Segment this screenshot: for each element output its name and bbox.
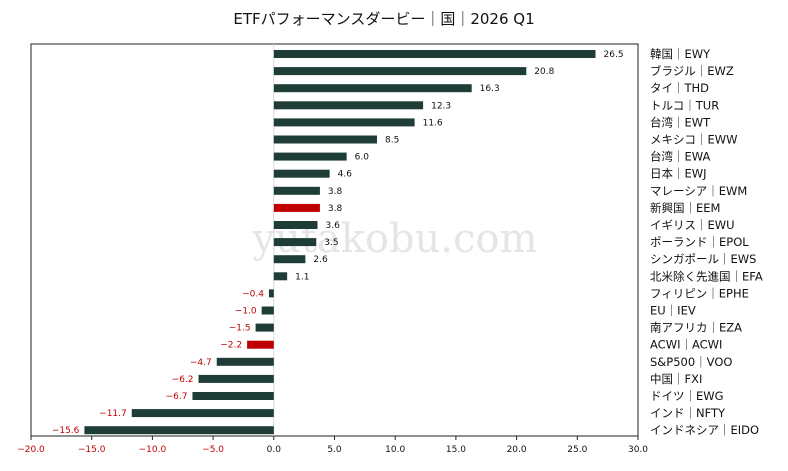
x-tick-label: −20.0: [17, 445, 45, 455]
category-label: シンガポール｜EWS: [650, 252, 756, 266]
category-label: インドネシア｜EIDO: [650, 423, 759, 437]
bar: [273, 272, 288, 281]
bar: [273, 186, 320, 195]
x-tick-label: 10.0: [385, 445, 405, 455]
category-label: フィリピン｜EPHE: [650, 286, 749, 300]
data-label: 16.3: [480, 84, 500, 94]
bar: [247, 340, 274, 349]
bar: [273, 169, 330, 178]
bar: [261, 306, 274, 315]
bar: [192, 392, 274, 400]
bar: [273, 238, 317, 247]
bar: [216, 357, 274, 366]
category-label: 北米除く先進国｜EFA: [650, 269, 763, 283]
category-label: イギリス｜EWU: [650, 218, 735, 232]
data-label: −11.7: [99, 409, 127, 419]
x-tick-label: 25.0: [567, 445, 587, 455]
data-label: −2.2: [220, 341, 242, 351]
category-label: ドイツ｜EWG: [650, 389, 724, 403]
data-label: −1.5: [229, 324, 251, 334]
category-label: 台湾｜EWT: [650, 115, 711, 129]
data-label: 12.3: [431, 101, 451, 111]
bar: [273, 118, 415, 127]
x-tick-label: −15.0: [78, 445, 106, 455]
bar: [273, 67, 527, 76]
category-label: 韓国｜EWY: [650, 47, 711, 61]
bar: [273, 50, 596, 58]
x-tick-label: 30.0: [628, 445, 648, 455]
category-label: 台湾｜EWA: [650, 150, 711, 164]
category-label: トルコ｜TUR: [650, 98, 719, 112]
data-label: 20.8: [534, 67, 554, 77]
bar: [273, 135, 377, 144]
category-label: 日本｜EWJ: [650, 167, 707, 181]
bar: [273, 152, 347, 161]
category-label: S&P500｜VOO: [650, 355, 732, 369]
data-label: −4.7: [190, 358, 212, 368]
x-tick-label: −5.0: [202, 445, 224, 455]
bar: [273, 203, 320, 212]
bar: [273, 84, 472, 93]
data-label: 2.6: [313, 255, 328, 265]
bar: [198, 374, 274, 383]
data-label: 4.6: [338, 170, 353, 180]
x-tick-label: 0.0: [267, 445, 282, 455]
category-label: 南アフリカ｜EZA: [650, 321, 742, 335]
category-label: 中国｜FXI: [650, 372, 702, 386]
bar: [131, 409, 274, 418]
x-tick-label: 20.0: [507, 445, 527, 455]
bar: [84, 426, 274, 435]
data-label: −1.0: [235, 307, 257, 317]
bar: [255, 323, 274, 332]
bar: [273, 101, 424, 110]
category-label: EU｜IEV: [650, 304, 696, 318]
bars-group: 26.5 韓国｜EWY 20.8 ブラジル｜EWZ 16.3 タイ｜THD 12.3 トルコ｜…: [52, 44, 763, 437]
data-label: 3.6: [326, 221, 341, 231]
data-label: −0.4: [242, 289, 264, 299]
bar: [273, 221, 318, 229]
category-label: タイ｜THD: [650, 81, 709, 95]
category-label: ACWI｜ACWI: [650, 338, 722, 352]
x-tick-label: −10.0: [139, 445, 167, 455]
bar: [268, 289, 274, 298]
category-label: 新興国｜EEM: [650, 201, 720, 215]
x-tick-label: 5.0: [327, 445, 342, 455]
data-label: 3.8: [328, 204, 343, 214]
chart-title: ETFパフォーマンスダービー｜国｜2026 Q1: [233, 10, 534, 28]
data-label: 3.8: [328, 187, 343, 197]
data-label: −6.7: [166, 392, 188, 402]
category-label: ポーランド｜EPOL: [650, 235, 749, 249]
bar: [273, 255, 306, 264]
data-label: 8.5: [385, 136, 399, 146]
category-label: インド｜NFTY: [650, 406, 726, 420]
category-label: メキシコ｜EWW: [650, 133, 738, 147]
data-label: −6.2: [172, 375, 194, 385]
data-label: −15.6: [52, 426, 80, 436]
data-label: 26.5: [604, 50, 624, 60]
data-label: 6.0: [355, 153, 370, 163]
data-label: 1.1: [295, 272, 309, 282]
data-label: 3.5: [324, 238, 338, 248]
category-label: マレーシア｜EWM: [650, 184, 747, 198]
data-label: 11.6: [423, 118, 443, 128]
x-axis: −20.0 −15.0 −10.0 −5.0 0.0 5.0 10.0 15.0 20.0 25.…: [17, 436, 648, 455]
x-tick-label: 15.0: [446, 445, 466, 455]
category-label: ブラジル｜EWZ: [650, 64, 734, 78]
